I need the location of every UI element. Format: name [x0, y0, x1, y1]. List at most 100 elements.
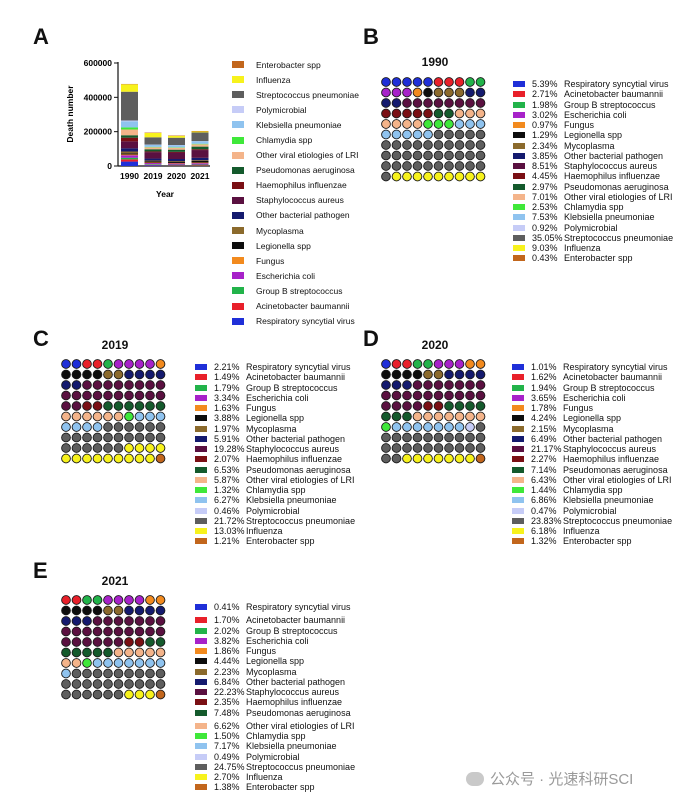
waffle-cell-streptococcus-pneumoniae [475, 129, 486, 140]
waffle-cell-other-viral-etiologies-of-lri [412, 119, 423, 129]
waffle-cell-klebsiella-pneumoniae [391, 129, 402, 140]
waffle-title-2019: 2019 [101, 338, 129, 352]
waffle-cell-other-viral-etiologies-of-lri [454, 108, 465, 119]
bar-segment-klebsiella-pneumoniae [121, 121, 138, 128]
waffle-cell-streptococcus-pneumoniae [465, 150, 475, 161]
legend-label: Polymicrobial [246, 505, 300, 516]
bar-segment-other-bacterial-pathogen [144, 158, 162, 161]
waffle-cell-klebsiella-pneumoniae [113, 658, 124, 668]
legend-item: 1.63% Fungus [195, 403, 355, 413]
legend-label: Fungus [246, 646, 277, 656]
legend-percent: 7.48% [214, 707, 240, 718]
waffle-cell-other-bacterial-pathogen [124, 369, 134, 380]
waffle-cell-escherichia-coli [103, 595, 113, 605]
waffle-cell-group-b-streptococcus [103, 359, 113, 369]
waffle-cell-influenza [454, 453, 465, 464]
legend-percent: 2.21% [214, 362, 240, 372]
waffle-cell-staphylococcus-aureus [92, 390, 103, 401]
waffle-cell-other-viral-etiologies-of-lri [82, 411, 92, 422]
waffle-cell-other-bacterial-pathogen [134, 605, 145, 616]
waffle-cell-pseudomonas-aeruginosa [82, 647, 92, 658]
legend-item: Enterobacter spp [232, 57, 359, 72]
bar-segment-pseudomonas-aeruginosa [144, 149, 162, 152]
waffle-cell-influenza [103, 453, 113, 464]
waffle-cell-streptococcus-pneumoniae [412, 150, 423, 161]
waffle-cell-other-viral-etiologies-of-lri [113, 411, 124, 422]
waffle-cell-legionella-spp [412, 369, 423, 380]
waffle-cell-streptococcus-pneumoniae [465, 432, 475, 443]
legend-label: Klebsiella pneumoniae [246, 495, 337, 506]
waffle-cell-klebsiella-pneumoniae [124, 658, 134, 668]
legend-item: 7.53% Klebsiella pneumoniae [513, 212, 673, 222]
waffle-cell-streptococcus-pneumoniae [433, 443, 444, 453]
legend-item: 21.17% Staphylococcus aureus [512, 444, 672, 454]
bar-segment-legionella-spp [191, 161, 209, 163]
waffle-cell-pseudomonas-aeruginosa [145, 637, 155, 647]
waffle-cell-streptococcus-pneumoniae [391, 161, 402, 171]
waffle-cell-pseudomonas-aeruginosa [433, 108, 444, 119]
legend-item: 1.32% Chlamydia spp [195, 485, 355, 495]
waffle-title-2020: 2020 [421, 338, 449, 352]
waffle-cell-other-viral-etiologies-of-lri [145, 647, 155, 658]
waffle-cell-other-bacterial-pathogen [71, 616, 82, 626]
legend-swatch [195, 415, 207, 422]
y-tick-label: 200000 [84, 127, 113, 137]
waffle-cell-respiratory-syncytial-virus [391, 77, 402, 87]
waffle-cell-other-viral-etiologies-of-lri [402, 119, 412, 129]
legend-swatch [195, 394, 207, 401]
waffle-cell-escherichia-coli [113, 595, 124, 605]
legend-item: 1.49% Acinetobacter baumannii [195, 372, 355, 382]
waffle-cell-influenza [145, 443, 155, 453]
bar-segment-mycoplasma [121, 151, 138, 154]
waffle-cell-mycoplasma [423, 369, 433, 380]
bar-segment-haemophilus-influenzae [191, 149, 209, 151]
legend-swatch [195, 604, 207, 611]
bar-segment-other-viral-etiologies-of-lri [144, 147, 162, 150]
waffle-cell-streptococcus-pneumoniae [155, 432, 166, 443]
waffle-cell-influenza [465, 453, 475, 464]
legend-swatch [232, 121, 244, 129]
waffle-cell-influenza [433, 453, 444, 464]
waffle-cell-streptococcus-pneumoniae [402, 443, 412, 453]
legend-label: Enterobacter spp [246, 536, 315, 547]
legend-item: Respiratory syncytial virus [232, 314, 359, 329]
waffle-cell-other-viral-etiologies-of-lri [113, 647, 124, 658]
legend-item: Mycoplasma [232, 223, 359, 238]
waffle-cell-pseudomonas-aeruginosa [92, 647, 103, 658]
legend-swatch [232, 211, 244, 219]
legend-percent: 21.72% [214, 515, 245, 526]
bar-segment-escherichia-coli [121, 155, 138, 158]
waffle-cell-staphylococcus-aureus [155, 616, 166, 626]
waffle-cell-staphylococcus-aureus [433, 390, 444, 401]
waffle-cell-streptococcus-pneumoniae [433, 150, 444, 161]
waffle-cell-staphylococcus-aureus [412, 98, 423, 108]
legend-swatch [195, 627, 207, 634]
legend-label: Legionella spp [564, 130, 623, 141]
waffle-cell-streptococcus-pneumoniae [124, 432, 134, 443]
bar-segment-klebsiella-pneumoniae [168, 145, 185, 148]
bar-segment-acinetobacter-baumannii [121, 159, 138, 162]
waffle-cell-klebsiella-pneumoniae [155, 411, 166, 422]
waffle-cell-staphylococcus-aureus [412, 390, 423, 401]
legend-item: 19.28% Staphylococcus aureus [195, 444, 355, 454]
legend-percent: 6.84% [214, 676, 240, 687]
waffle-cell-klebsiella-pneumoniae [145, 411, 155, 422]
waffle-cell-chlamydia-spp [82, 658, 92, 668]
legend-label: Influenza [246, 526, 283, 536]
waffle-chart-1990 [381, 77, 486, 182]
y-tick-label: 400000 [84, 92, 113, 102]
legend-swatch [512, 456, 524, 463]
waffle-cell-pseudomonas-aeruginosa [61, 647, 71, 658]
waffle-cell-streptococcus-pneumoniae [381, 161, 391, 171]
waffle-cell-staphylococcus-aureus [61, 390, 71, 401]
legend-item: 7.17% Klebsiella pneumoniae [195, 741, 355, 751]
waffle-cell-mycoplasma [433, 369, 444, 380]
waffle-cell-staphylococcus-aureus [92, 380, 103, 390]
legend-label: Escherichia coli [563, 392, 626, 403]
legend-item: 6.49% Other bacterial pathogen [512, 434, 672, 444]
legend-item: Other viral etiologies of LRI [232, 148, 359, 163]
waffle-cell-staphylococcus-aureus [145, 626, 155, 637]
waffle-cell-mycoplasma [454, 87, 465, 98]
bar-segment-pseudomonas-aeruginosa [168, 149, 185, 152]
legend-label: Haemophilus influenzae [564, 171, 661, 182]
